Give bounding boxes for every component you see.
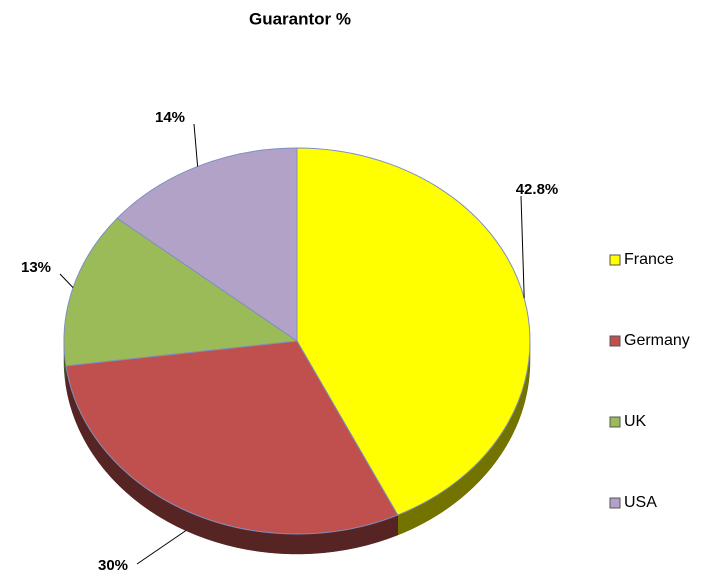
- data-label: 30%: [98, 557, 128, 574]
- data-label: 42.8%: [516, 181, 559, 198]
- data-label: 13%: [21, 259, 51, 276]
- legend-label: UK: [624, 413, 647, 430]
- legend-label: France: [624, 251, 674, 268]
- legend-swatch: [609, 497, 621, 509]
- leader-line: [59, 273, 74, 288]
- chart-title: Guarantor %: [249, 9, 351, 28]
- legend-swatch: [609, 416, 621, 428]
- pie-slice: [63, 217, 299, 367]
- legend-swatch: [609, 335, 621, 347]
- legend-label: Germany: [624, 332, 690, 349]
- pie-slice: [116, 147, 298, 342]
- pie-slice: [65, 340, 399, 535]
- leader-line: [193, 123, 199, 167]
- legend-swatch: [609, 254, 621, 266]
- leader-line: [520, 195, 525, 299]
- data-label: 14%: [155, 109, 185, 126]
- legend-label: USA: [624, 494, 657, 511]
- leader-line: [136, 530, 187, 565]
